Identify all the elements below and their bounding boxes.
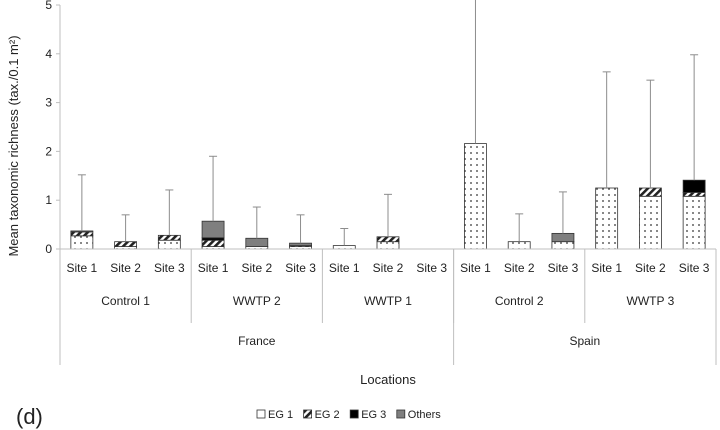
bar-segment-others [201,220,225,239]
category-label: Site 3 [548,261,579,275]
group-label: Control 2 [495,294,544,308]
bar-segment-eg-1 [639,195,662,250]
group-label: Control 1 [101,294,150,308]
category-label: Site 2 [241,261,272,275]
legend-entry: EG 1 [268,409,293,421]
bars [70,143,706,250]
category-label: Site 2 [635,261,666,275]
bar-segment-eg-2 [682,191,706,197]
bar-segment-eg-2 [70,231,94,237]
group-label: WWTP 3 [627,294,675,308]
legend-entry: Others [408,409,442,421]
x-axis-title: Locations [360,372,416,387]
category-label: Site 3 [154,261,185,275]
bar-segment-eg-2 [157,234,181,241]
bar-segment-eg-1 [595,187,619,250]
error-bars [77,0,699,246]
category-label: Site 1 [460,261,491,275]
legend-entry: EG 3 [361,409,386,421]
bar-segment-others [289,242,312,246]
bar-segment-eg-2 [201,239,225,247]
y-tick-label: 1 [45,193,52,207]
bar-segment-eg-1 [507,241,531,250]
bar-segment-eg-3 [682,179,706,193]
category-label: Site 3 [285,261,316,275]
legend-swatch-eg-2 [303,409,313,419]
category-label: Site 1 [591,261,622,275]
bar-segment-eg-2 [376,236,400,243]
legend-swatch-eg-3 [349,409,359,419]
y-axis-title: Mean taxonomic richness (tax./0.1 m²) [6,35,21,256]
category-label: Site 1 [67,261,98,275]
category-label: Site 1 [198,261,229,275]
category-label: Site 3 [679,261,710,275]
country-label: France [238,334,276,348]
legend: EG 1 EG 2 EG 3 Others [256,409,442,421]
bar-segment-others [245,237,269,247]
category-label: Site 3 [416,261,447,275]
y-tick-label: 0 [45,242,52,256]
category-label: Site 2 [504,261,535,275]
category-label: Site 1 [329,261,360,275]
group-label: WWTP 2 [233,294,281,308]
legend-swatch-eg-1 [256,409,266,419]
bar-segment-eg-1 [70,235,94,250]
y-tick-label: 3 [45,96,52,110]
bar-segment-others [70,230,94,233]
bar-segment-eg-1 [157,239,181,250]
category-label: Site 2 [373,261,404,275]
category-label: Site 2 [110,261,141,275]
y-tick-label: 2 [45,144,52,158]
country-label: Spain [569,334,600,348]
legend-entry: EG 2 [315,409,340,421]
bar-segment-eg-1 [464,143,487,250]
bar-segment-others [551,232,575,243]
y-axis: 0 1 2 3 4 5 [45,0,61,256]
bar-segment-eg-1 [376,241,400,250]
group-label: WWTP 1 [364,294,412,308]
y-tick-label: 4 [45,47,52,61]
y-tick-label: 5 [45,0,52,12]
bar-segment-eg-1 [332,245,356,250]
bar-segment-eg-2 [114,241,137,247]
bar-segment-eg-1 [551,241,575,250]
bar-segment-eg-1 [682,195,706,250]
panel-label: (d) [16,404,43,429]
x-axis: Site 1 Site 2 Site 3 Site 1 Site 2 Site 3 Site… [59,248,717,365]
bar-segment-eg-2 [639,187,662,197]
legend-swatch-others [396,409,406,419]
